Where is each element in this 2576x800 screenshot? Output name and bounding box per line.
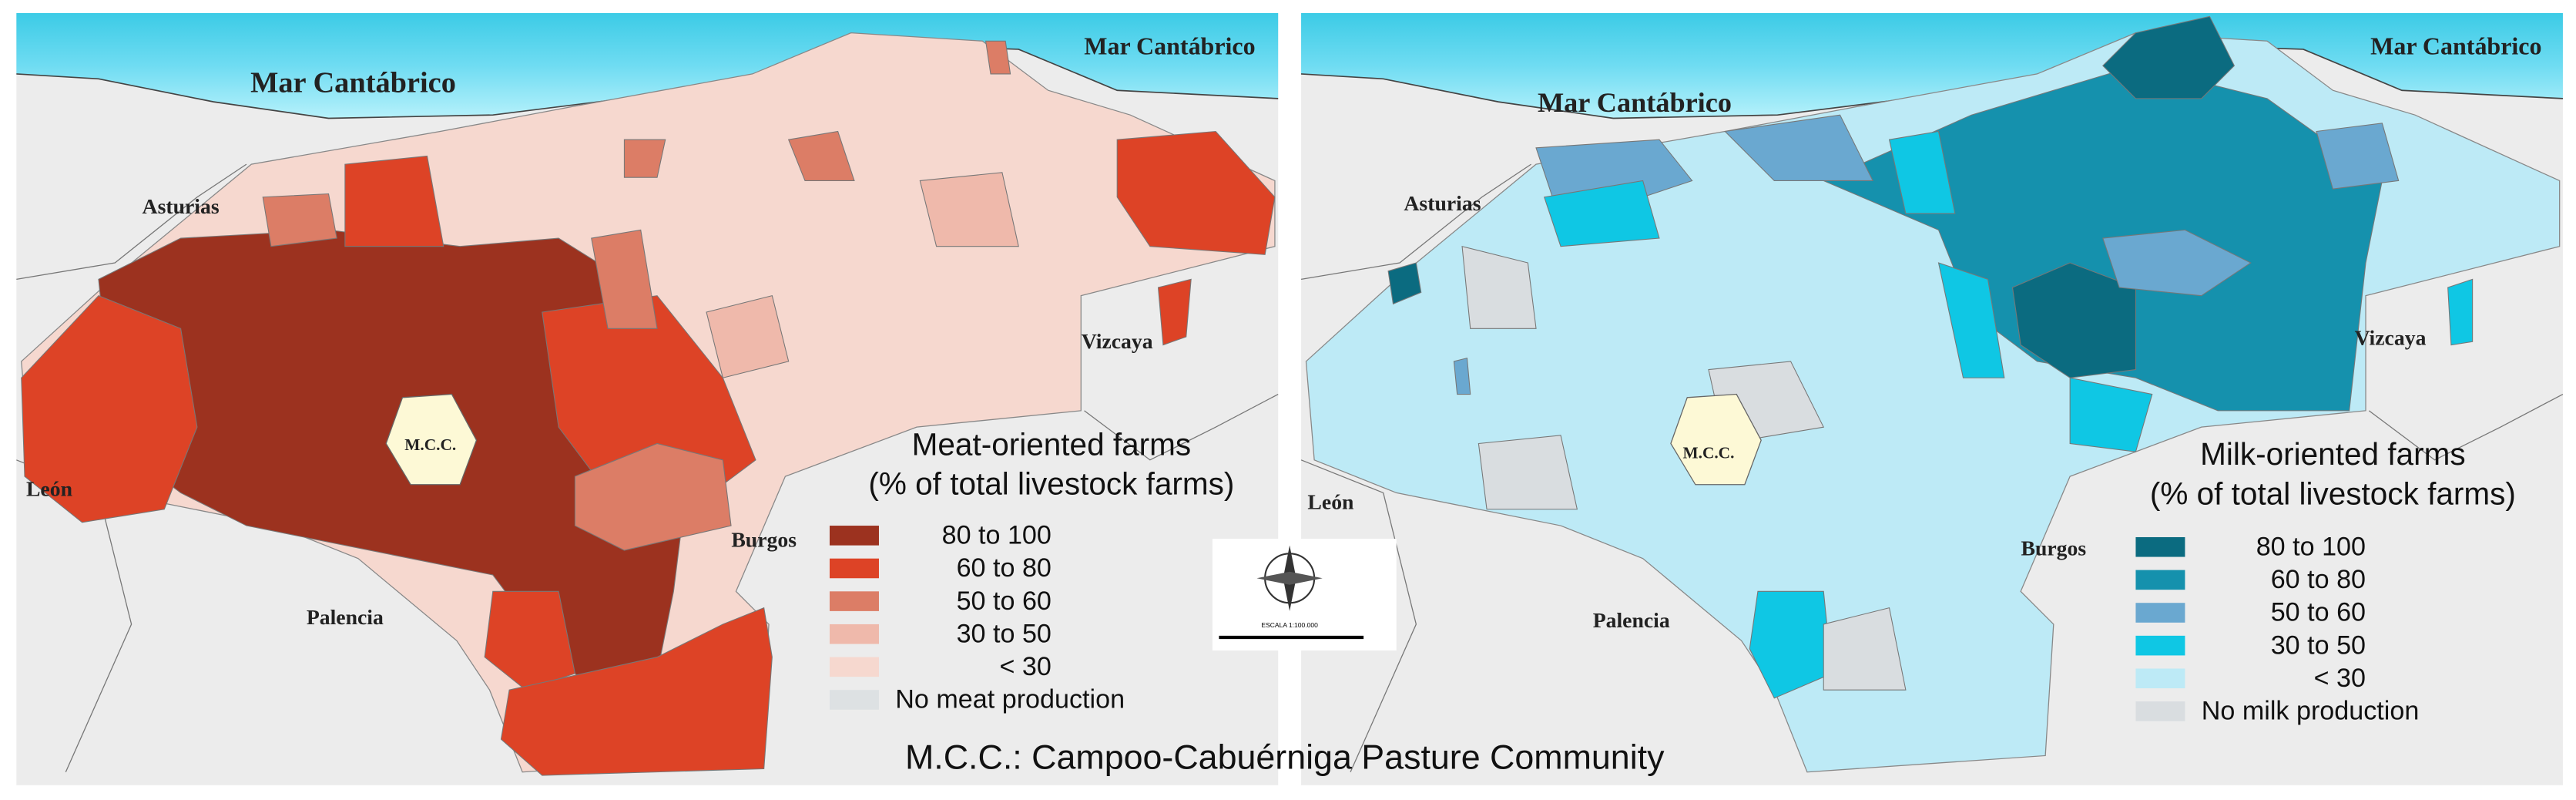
legend-label: 80 to 100 bbox=[942, 521, 1052, 550]
legend-swatch bbox=[829, 591, 879, 611]
place-label: Burgos bbox=[731, 528, 797, 552]
place-label: Asturias bbox=[143, 194, 220, 218]
municipality bbox=[787, 130, 855, 181]
legend-swatch bbox=[829, 657, 879, 677]
legend-label: 80 to 100 bbox=[2256, 532, 2366, 561]
legend-swatch bbox=[829, 526, 879, 546]
legend-swatch bbox=[2135, 570, 2185, 590]
municipality bbox=[623, 139, 666, 178]
legend-label: < 30 bbox=[1000, 652, 1052, 681]
municipality bbox=[1749, 590, 1833, 699]
legend-label: 50 to 60 bbox=[957, 587, 1052, 616]
place-label: Asturias bbox=[1404, 191, 1481, 215]
scale-label: ESCALA 1:100.000 bbox=[1261, 621, 1318, 629]
place-label: Mar Cantábrico bbox=[1084, 32, 1255, 59]
legend-label: No meat production bbox=[895, 685, 1125, 714]
municipality bbox=[2011, 262, 2136, 378]
legend-label: 30 to 50 bbox=[2271, 630, 2366, 660]
municipality bbox=[1937, 262, 2005, 378]
municipality bbox=[1724, 114, 1874, 181]
place-label: Vizcaya bbox=[2355, 326, 2427, 350]
legend-label: No milk production bbox=[2202, 697, 2420, 726]
place-label: Mar Cantábrico bbox=[250, 66, 456, 99]
legend-swatch bbox=[2135, 603, 2185, 623]
legend-label: 60 to 80 bbox=[2271, 565, 2366, 594]
compass-box bbox=[1212, 539, 1397, 651]
legend-label: < 30 bbox=[2314, 664, 2366, 693]
place-label: Burgos bbox=[2021, 536, 2086, 560]
legend-swatch bbox=[2135, 536, 2185, 557]
municipality bbox=[2102, 15, 2236, 99]
municipality bbox=[1543, 180, 1660, 247]
place-label: Palencia bbox=[1593, 608, 1670, 632]
legend-swatch bbox=[2135, 701, 2185, 721]
place-label: Mar Cantábrico bbox=[1538, 87, 1732, 118]
legend-swatch bbox=[829, 558, 879, 579]
municipality bbox=[2316, 123, 2400, 190]
compass: ESCALA 1:100.000 bbox=[1212, 539, 1397, 651]
place-label: Vizcaya bbox=[1082, 329, 1153, 353]
place-label: León bbox=[26, 477, 72, 501]
legend-subtitle: (% of total livestock farms) bbox=[2150, 476, 2516, 511]
legend-swatch bbox=[829, 690, 879, 710]
place-label: Palencia bbox=[307, 605, 384, 629]
municipality bbox=[591, 229, 658, 329]
legend-swatch bbox=[2135, 635, 2185, 656]
milk-map: Mar Cantábrico Mar Cantábrico Asturias Vizc… bbox=[1300, 13, 2564, 785]
legend-title: Milk-oriented farms bbox=[2200, 436, 2465, 472]
legend-label: 30 to 50 bbox=[957, 619, 1052, 648]
municipality bbox=[574, 442, 732, 551]
place-label: León bbox=[1307, 490, 1353, 514]
municipality bbox=[1157, 278, 1192, 346]
mcc-area bbox=[385, 393, 478, 486]
municipality bbox=[2102, 229, 2252, 297]
municipality bbox=[1116, 130, 1276, 255]
legend-title: Meat-oriented farms bbox=[912, 426, 1191, 462]
legend-label: 50 to 60 bbox=[2271, 598, 2366, 627]
municipality bbox=[1461, 246, 1537, 329]
municipality bbox=[1387, 262, 1422, 305]
municipality bbox=[2069, 377, 2153, 452]
border bbox=[1300, 163, 1531, 280]
municipality bbox=[344, 155, 444, 247]
legend-label: 60 to 80 bbox=[957, 553, 1052, 583]
caption: M.C.C.: Campoo-Cabuérniga Pasture Commun… bbox=[905, 738, 1665, 777]
border bbox=[1084, 393, 1279, 461]
municipality bbox=[919, 172, 1019, 247]
municipality bbox=[1535, 139, 1693, 198]
place-label: M.C.C. bbox=[404, 435, 456, 454]
border bbox=[2368, 393, 2564, 461]
municipality bbox=[262, 193, 337, 247]
municipality bbox=[2447, 278, 2474, 346]
municipality bbox=[984, 40, 1011, 75]
municipality bbox=[1888, 130, 1956, 214]
border bbox=[16, 163, 247, 280]
legend-swatch bbox=[829, 624, 879, 644]
municipality bbox=[500, 607, 773, 776]
municipality bbox=[21, 295, 198, 523]
border bbox=[1300, 459, 1417, 773]
municipality bbox=[1453, 357, 1471, 395]
municipality bbox=[706, 295, 790, 378]
mcc-area bbox=[1670, 393, 1762, 486]
place-label: Mar Cantábrico bbox=[2370, 32, 2541, 59]
legend-subtitle: (% of total livestock farms) bbox=[868, 466, 1234, 502]
municipality bbox=[1478, 435, 1578, 510]
meat-map: Mar Cantábrico Mar Cantábrico Asturias Vizc… bbox=[16, 13, 1279, 785]
place-label: M.C.C. bbox=[1683, 444, 1735, 462]
legend-swatch bbox=[2135, 668, 2185, 689]
municipality bbox=[1823, 607, 1907, 691]
